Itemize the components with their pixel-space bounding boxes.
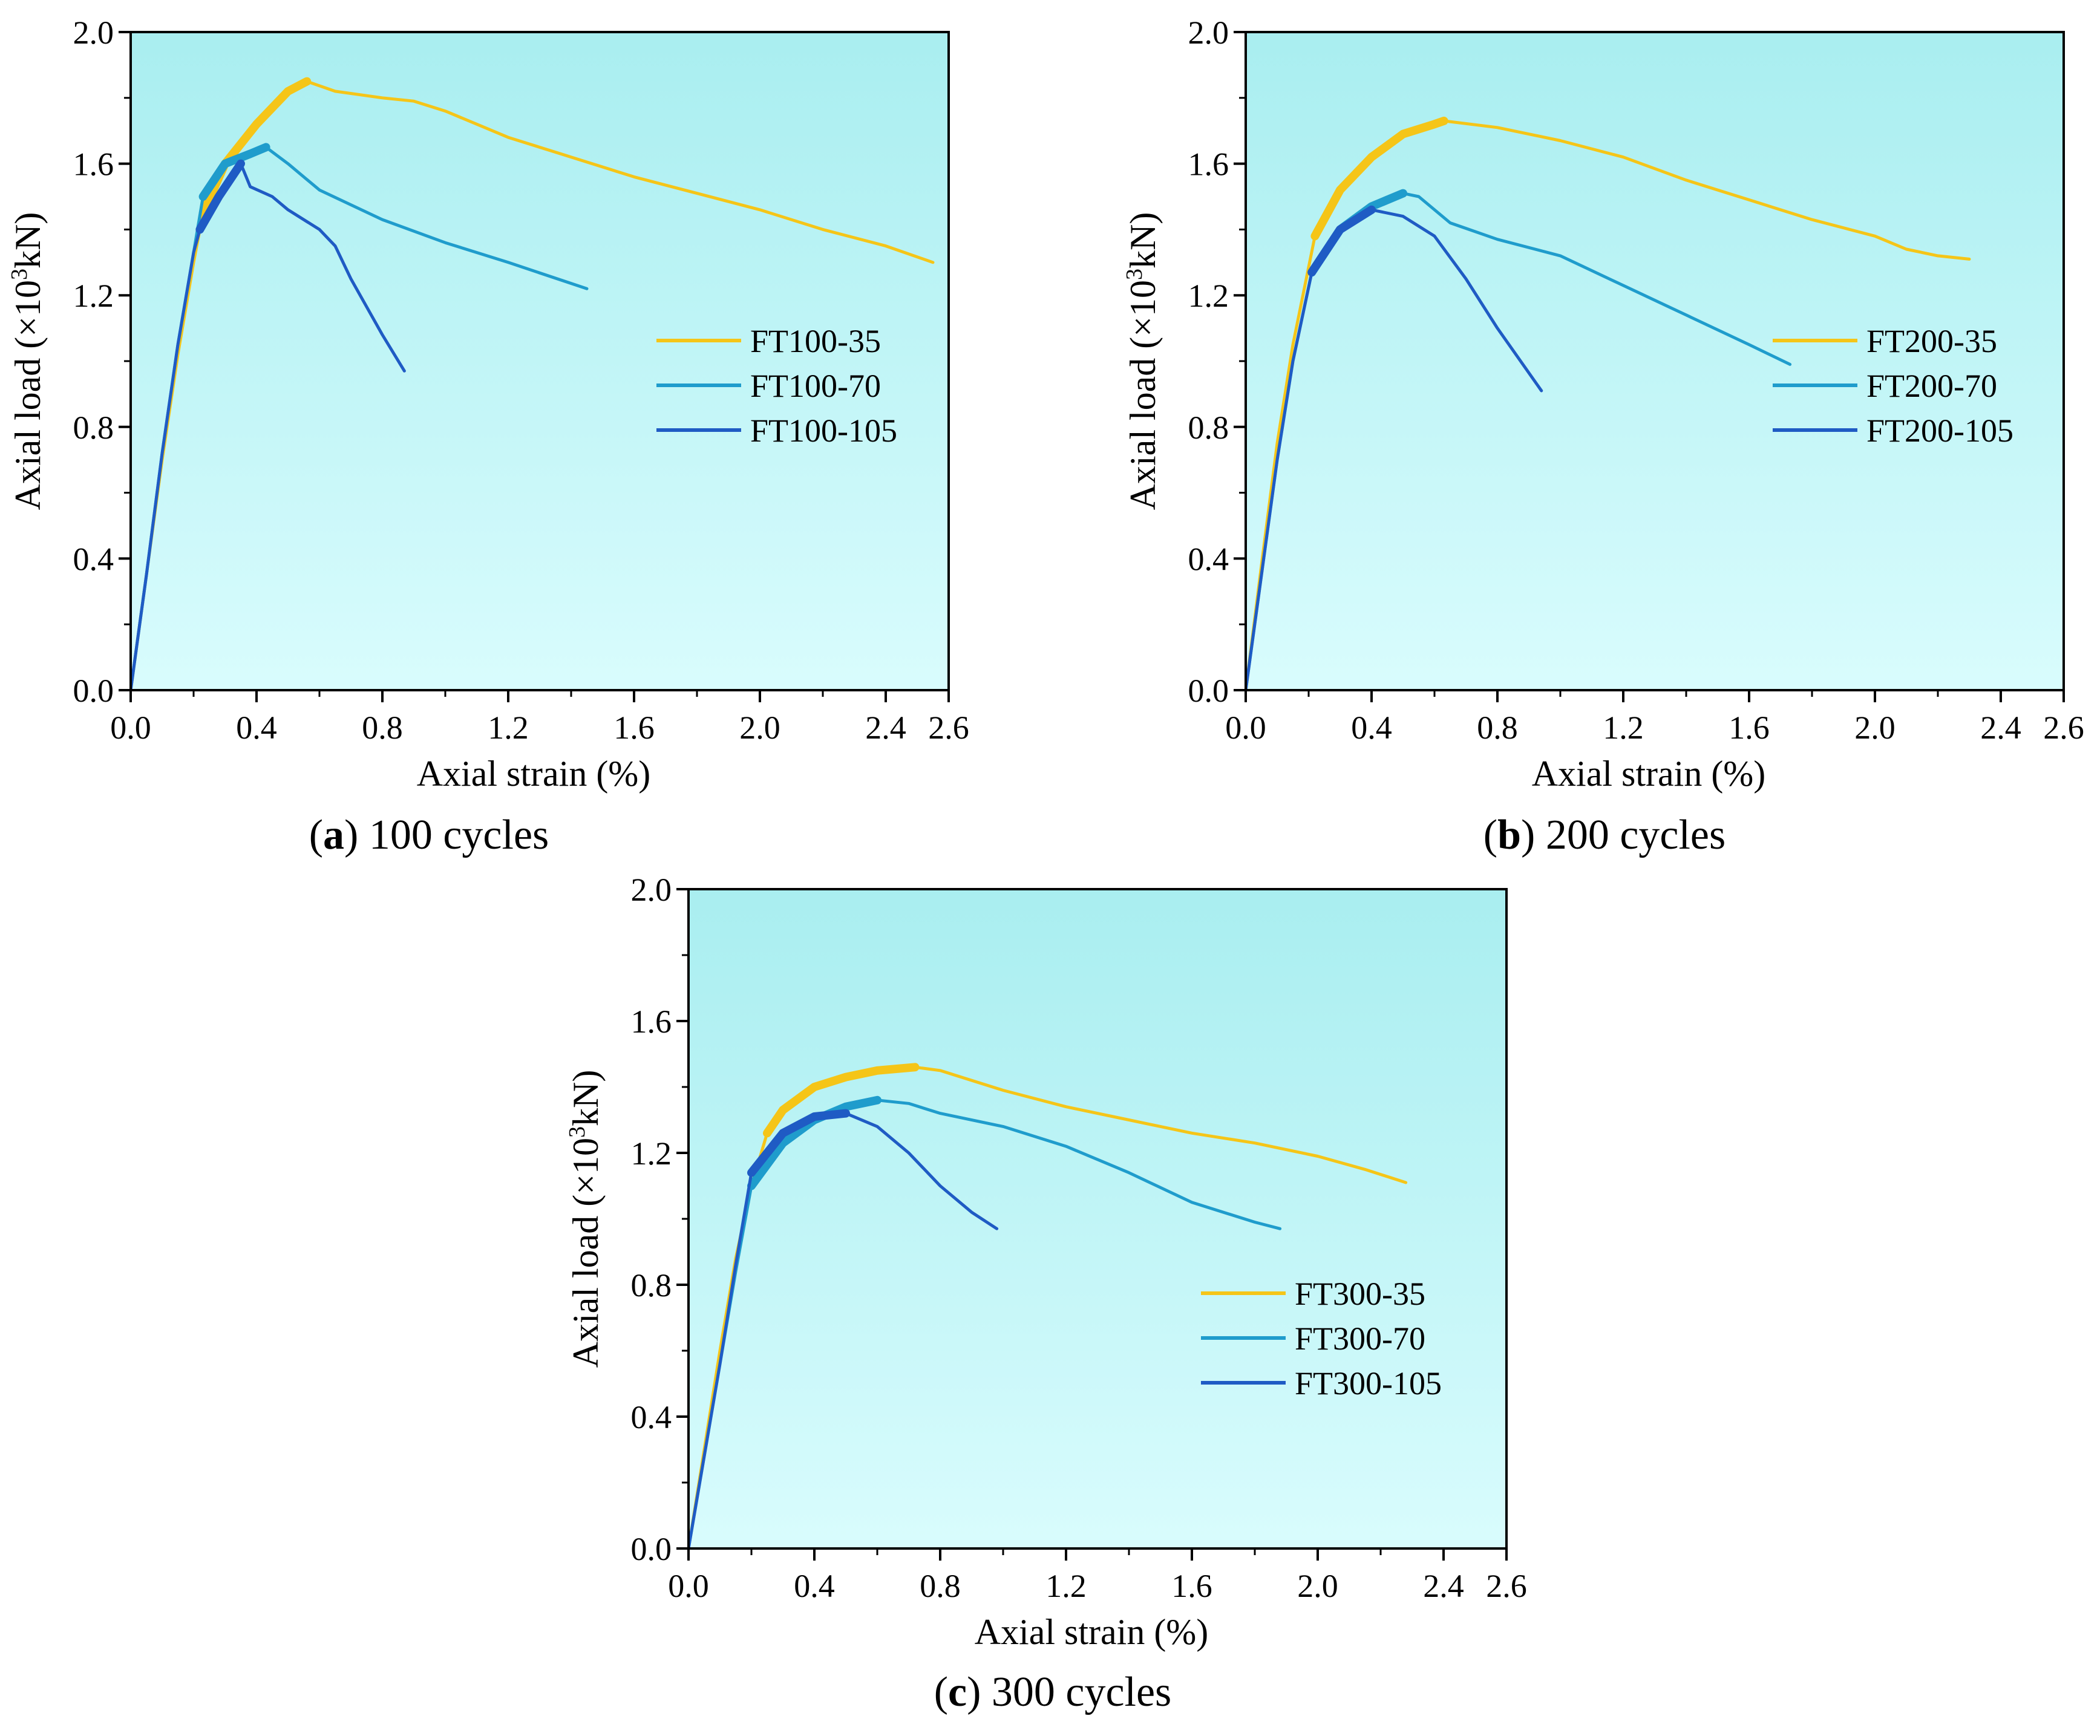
caption-text-a: 100 cycles — [369, 812, 549, 858]
panel-label-a: a — [323, 812, 344, 858]
plot-area-a — [131, 32, 949, 690]
x-tick-label: 1.6 — [613, 710, 655, 746]
legend-label: FT300-105 — [1295, 1365, 1442, 1402]
x-tick-label: 0.0 — [668, 1568, 709, 1604]
y-tick-label: 1.6 — [631, 1003, 672, 1040]
x-tick-label: 1.6 — [1729, 710, 1770, 746]
y-tick-label: 0.4 — [73, 541, 114, 577]
series-line-ft100-35 — [131, 80, 935, 690]
series-line-ft200-35 — [1246, 119, 1971, 690]
legend-label: FT300-70 — [1295, 1320, 1425, 1357]
x-tick-label: 2.0 — [1854, 710, 1896, 746]
chart-panel-b: (b) 200 cycles 0.0 0.4 0.8 1.2 1.6 2.0 2.4 2.6 0… — [1122, 15, 2084, 858]
x-tick-label: 0.0 — [1225, 710, 1266, 746]
x-axis-label: Axial strain (%) — [417, 754, 651, 794]
panel-caption-b: (b) 200 cycles — [1483, 812, 1725, 858]
x-tick-label: 0.8 — [362, 710, 403, 746]
series-peak-segment-ft100-70 — [198, 143, 270, 201]
x-tick-label: 1.2 — [488, 710, 529, 746]
chart-panel-a: (a) 100 cycles 0.0 0.4 0.8 1.2 1.6 2.0 2.4 2.6 0… — [7, 15, 969, 858]
y-tick-label: 0.0 — [73, 673, 114, 709]
y-tick-label: 1.2 — [631, 1135, 672, 1172]
x-tick-label: 1.2 — [1045, 1568, 1087, 1604]
legend-label: FT100-105 — [750, 413, 897, 449]
legend-a: FT100-35 FT100-70 FT100-105 — [656, 323, 897, 449]
y-tick-label: 1.6 — [73, 146, 114, 183]
series-peak-segment-ft300-35 — [763, 1063, 920, 1138]
x-tick-label: 1.2 — [1603, 710, 1644, 746]
legend-label: FT200-105 — [1866, 413, 2013, 449]
plot-area-c — [689, 889, 1506, 1548]
y-tick-label: 2.0 — [73, 15, 114, 51]
series-peak-segment-ft100-105 — [195, 159, 245, 234]
plot-area-b — [1246, 32, 2064, 690]
x-tick-label: 2.6 — [1486, 1568, 1527, 1604]
series-peak-segment-ft200-35 — [1310, 116, 1448, 241]
series-peak-segment-ft300-105 — [747, 1109, 850, 1177]
panel-label-c: c — [948, 1669, 967, 1715]
x-tick-label: 2.4 — [865, 710, 906, 746]
y-axis-label: Axial load (×103kN) — [1122, 212, 1163, 511]
y-tick-label: 2.0 — [1188, 15, 1229, 51]
y-tick-label: 1.2 — [73, 278, 114, 314]
caption-text-b: 200 cycles — [1546, 812, 1725, 858]
x-tick-label: 2.4 — [1980, 710, 2021, 746]
y-tick-label: 1.2 — [1188, 278, 1229, 314]
y-axis-label: Axial load (×103kN) — [7, 212, 48, 511]
y-tick-label: 0.8 — [73, 410, 114, 446]
x-axis-label: Axial strain (%) — [975, 1612, 1209, 1652]
x-tick-label: 0.0 — [110, 710, 151, 746]
x-tick-label: 2.6 — [2043, 710, 2084, 746]
x-tick-label: 2.4 — [1423, 1568, 1464, 1604]
x-tick-label: 0.4 — [794, 1568, 835, 1604]
x-tick-label: 0.8 — [1477, 710, 1518, 746]
chart-panel-c: (c) 300 cycles 0.0 0.4 0.8 1.2 1.6 2.0 2.4 2.6 0… — [564, 872, 1527, 1715]
legend-label: FT200-35 — [1866, 323, 1997, 359]
y-axis-label: Axial load (×103kN) — [564, 1070, 606, 1368]
series-line-ft100-105 — [131, 162, 406, 690]
x-tick-label: 0.4 — [1351, 710, 1392, 746]
panel-caption-a: (a) 100 cycles — [309, 812, 549, 858]
y-tick-label: 0.0 — [1188, 673, 1229, 709]
legend-label: FT100-70 — [750, 368, 881, 404]
caption-text-c: 300 cycles — [992, 1669, 1171, 1715]
x-tick-label: 2.0 — [1297, 1568, 1338, 1604]
x-tick-label: 2.0 — [739, 710, 780, 746]
x-tick-label: 2.6 — [928, 710, 969, 746]
y-tick-label: 0.4 — [1188, 541, 1229, 577]
legend-label: FT100-35 — [750, 323, 881, 359]
legend-c: FT300-35 FT300-70 FT300-105 — [1201, 1276, 1442, 1402]
y-tick-label: 2.0 — [631, 872, 672, 908]
y-tick-label: 0.8 — [631, 1267, 672, 1304]
panel-caption-c: (c) 300 cycles — [934, 1669, 1172, 1715]
panel-label-b: b — [1497, 812, 1521, 858]
series-peak-segment-ft200-105 — [1307, 205, 1376, 277]
y-tick-label: 0.8 — [1188, 410, 1229, 446]
legend-label: FT300-35 — [1295, 1276, 1425, 1312]
x-tick-label: 0.4 — [236, 710, 277, 746]
y-tick-label: 0.0 — [631, 1531, 672, 1567]
x-tick-label: 0.8 — [920, 1568, 961, 1604]
y-tick-label: 1.6 — [1188, 146, 1229, 183]
x-axis-label: Axial strain (%) — [1532, 754, 1766, 794]
y-tick-label: 0.4 — [631, 1399, 672, 1435]
legend-label: FT200-70 — [1866, 368, 1997, 404]
legend-b: FT200-35 FT200-70 FT200-105 — [1773, 323, 2013, 449]
x-tick-label: 1.6 — [1171, 1568, 1212, 1604]
